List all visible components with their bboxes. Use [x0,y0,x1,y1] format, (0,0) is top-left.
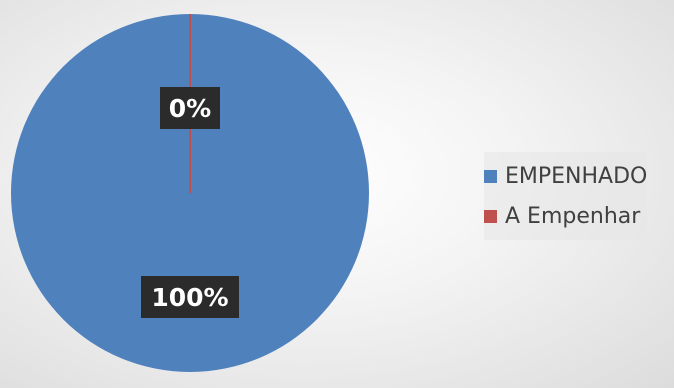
legend-swatch-a-empenhar [484,209,497,223]
legend-label-a-empenhar: A Empenhar [505,203,641,229]
data-label-a-empenhar: 0% [160,87,220,129]
data-label-empenhado: 100% [141,276,239,318]
legend-swatch-empenhado [484,169,497,183]
data-label-text: 0% [169,94,211,123]
data-label-text: 100% [151,283,228,312]
legend-item-a-empenhar: A Empenhar [484,196,647,236]
legend-label-empenhado: EMPENHADO [505,163,648,189]
data-label-box [141,276,239,318]
legend-item-empenhado: EMPENHADO [484,156,647,196]
legend: EMPENHADO A Empenhar [484,152,648,240]
data-label-box [160,87,220,129]
